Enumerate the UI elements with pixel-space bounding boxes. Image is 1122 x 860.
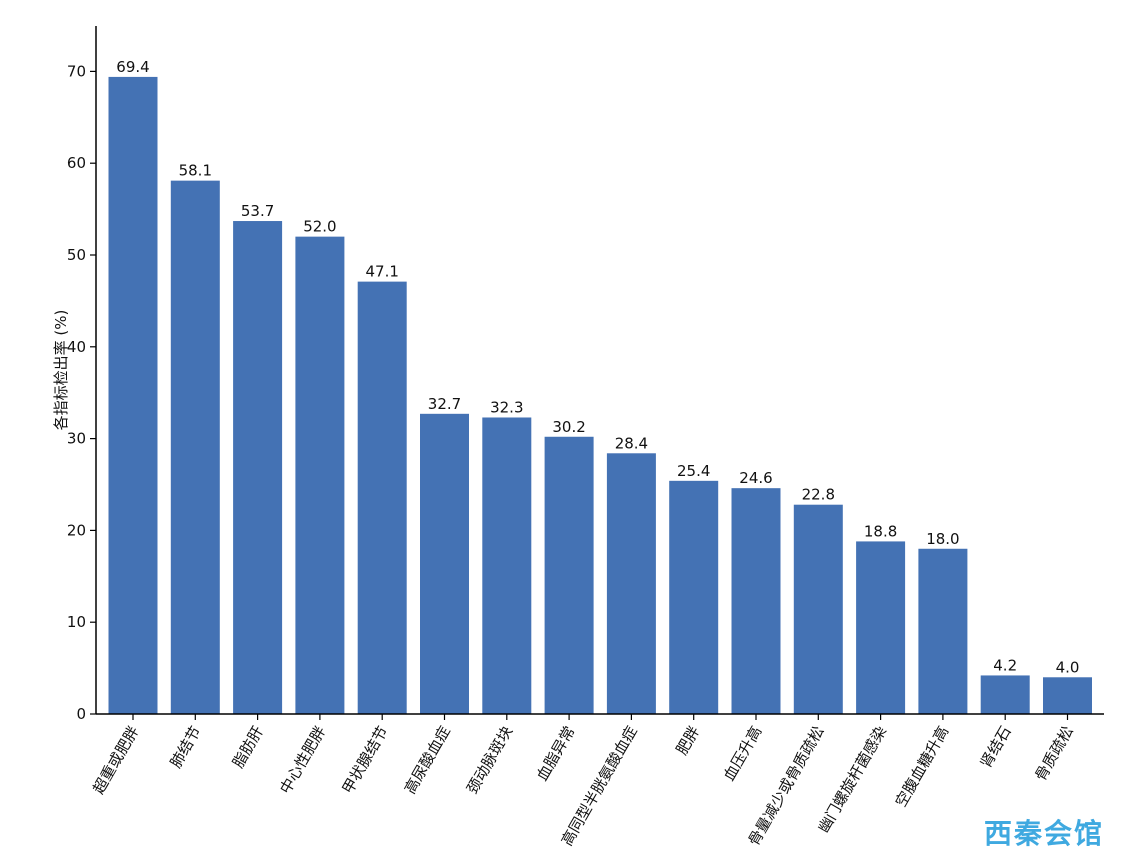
y-tick-label: 60 (67, 154, 86, 172)
x-tick-label: 甲状腺结节 (339, 723, 392, 797)
bar (669, 480, 719, 714)
y-axis: 0 10 20 30 40 50 60 70 (67, 26, 97, 723)
bar-value-label: 4.0 (1056, 658, 1080, 676)
x-tick-label: 肺结节 (167, 723, 205, 771)
watermark-logo: 西秦会馆 (984, 812, 1104, 852)
bar (856, 541, 906, 714)
bar (170, 180, 220, 715)
bar (544, 436, 594, 714)
bar (108, 76, 158, 714)
bar-value-label: 53.7 (241, 202, 274, 220)
x-tick-label: 超重或肥胖 (89, 723, 142, 797)
bar (793, 504, 843, 714)
bar (295, 236, 345, 714)
x-tick-label: 幽门螺旋杆菌感染 (814, 723, 890, 836)
x-tick-label: 血脂异常 (533, 723, 579, 784)
y-tick-label: 50 (67, 246, 86, 264)
x-tick-label: 中心性肥胖 (276, 723, 329, 797)
x-tick-label: 空腹血糖升高 (892, 723, 953, 810)
bar-value-label: 32.7 (428, 395, 461, 413)
bar-value-label: 32.3 (490, 398, 523, 416)
bar-value-label: 18.8 (864, 522, 897, 540)
bar (731, 488, 781, 714)
x-tick-label: 骨质疏松 (1031, 723, 1077, 784)
bar-value-label: 69.4 (116, 58, 149, 76)
bar-value-label: 24.6 (739, 469, 772, 487)
bar (420, 413, 469, 714)
y-axis-title: 各指标检出率 (%) (52, 310, 70, 431)
y-tick-label: 10 (67, 613, 86, 631)
y-tick-label: 30 (67, 430, 86, 448)
bar (606, 453, 656, 714)
bar-value-label: 22.8 (802, 486, 835, 504)
bar-value-label: 18.0 (926, 530, 959, 548)
x-tick-label: 高尿酸血症 (401, 723, 454, 797)
bar-value-label: 30.2 (552, 418, 585, 436)
bar (980, 675, 1030, 714)
x-tick-label: 血压升高 (720, 723, 766, 784)
x-tick-label: 颈动脉斑块 (463, 723, 516, 797)
bars: 69.4 58.1 53.7 52.0 47.1 32.7 32.3 30.2 28.4 25.4… (108, 58, 1092, 715)
y-tick-label: 20 (67, 521, 86, 539)
x-tick-label: 肥胖 (673, 723, 704, 758)
y-tick-label: 40 (67, 338, 86, 356)
x-tick-label: 肾结石 (977, 723, 1015, 771)
bar-value-label: 28.4 (615, 434, 648, 452)
watermark-text: 西秦会馆 (983, 817, 1104, 850)
bar-value-label: 25.4 (677, 462, 710, 480)
bar (482, 417, 532, 714)
x-tick-label: 脂肪肝 (229, 723, 267, 771)
bar (357, 281, 407, 714)
bar-value-label: 58.1 (179, 162, 212, 180)
x-axis: 超重或肥胖 肺结节 脂肪肝 中心性肥胖 甲状腺结节 高尿酸血症 颈动脉斑块 血脂异常高同型半胱… (89, 713, 1104, 849)
bar (233, 221, 283, 714)
bar-value-label: 4.2 (993, 656, 1017, 674)
y-tick-label: 70 (67, 62, 86, 80)
bar (1043, 677, 1092, 714)
bar-value-label: 47.1 (365, 263, 398, 281)
bar-value-label: 52.0 (303, 218, 336, 236)
bar (918, 548, 968, 714)
y-tick-label: 0 (76, 705, 86, 723)
